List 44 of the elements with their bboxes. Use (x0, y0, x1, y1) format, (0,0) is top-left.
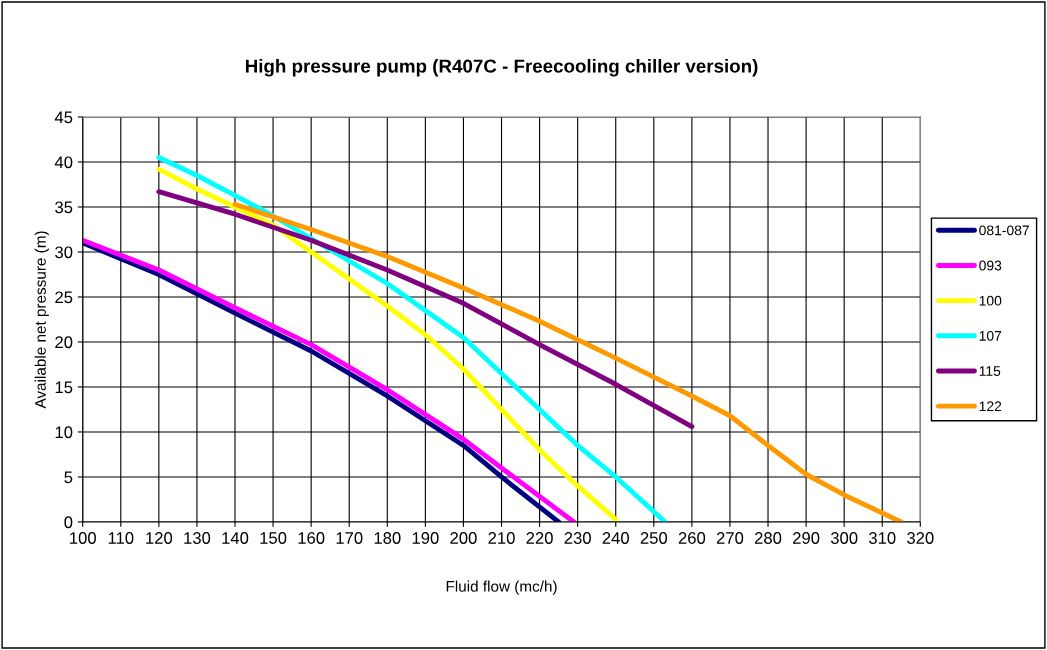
chart-title: High pressure pump (R407C - Freecooling chiller version) (245, 58, 758, 77)
y-tick-label: 0 (64, 516, 73, 529)
legend-label: 093 (979, 260, 1002, 271)
y-axis-title: Available net pressure (m) (34, 231, 49, 409)
x-tick-label: 290 (793, 532, 820, 544)
line-series (156, 189, 695, 429)
x-tick-label: 300 (830, 532, 858, 544)
x-tick-label: 310 (868, 532, 896, 544)
x-tick-label: 180 (374, 532, 401, 544)
line-series (232, 201, 904, 522)
y-tick-label: 10 (55, 426, 73, 439)
x-tick-label: 110 (108, 532, 134, 544)
x-tick-label: 150 (260, 532, 287, 544)
x-tick-label: 170 (336, 532, 363, 544)
x-tick-label: 270 (716, 532, 744, 544)
y-tick-label: 20 (55, 336, 73, 349)
y-tick-label: 25 (55, 291, 73, 304)
x-tick-label: 140 (222, 532, 249, 544)
y-tick-label: 5 (64, 471, 73, 484)
x-tick-label: 320 (907, 532, 934, 544)
legend-label: 115 (979, 366, 1001, 376)
x-tick-label: 220 (526, 532, 553, 544)
x-tick-label: 230 (564, 532, 591, 544)
x-tick-label: 130 (184, 532, 211, 544)
y-tick-label: 40 (54, 156, 73, 169)
y-tick-label: 35 (55, 201, 73, 214)
x-tick-label: 160 (298, 532, 325, 544)
x-tick-label: 190 (412, 532, 439, 544)
y-tick-label: 15 (55, 381, 73, 394)
x-tick-label: 280 (754, 532, 782, 544)
x-tick-label: 250 (640, 532, 668, 544)
x-tick-label: 210 (488, 532, 515, 544)
y-tick-label: 30 (55, 246, 73, 259)
x-tick-label: 260 (678, 532, 706, 544)
x-tick-label: 120 (146, 532, 173, 544)
x-axis-title: Fluid flow (mc/h) (446, 580, 557, 595)
y-tick-label: 45 (54, 111, 73, 124)
x-tick-label: 100 (70, 532, 96, 544)
legend-label: 107 (979, 330, 1002, 341)
x-tick-label: 200 (450, 532, 477, 544)
x-tick-label: 240 (602, 532, 629, 544)
legend-label: 122 (979, 401, 1002, 411)
legend-label: 081-087 (979, 225, 1029, 236)
legend-label: 100 (979, 295, 1002, 306)
